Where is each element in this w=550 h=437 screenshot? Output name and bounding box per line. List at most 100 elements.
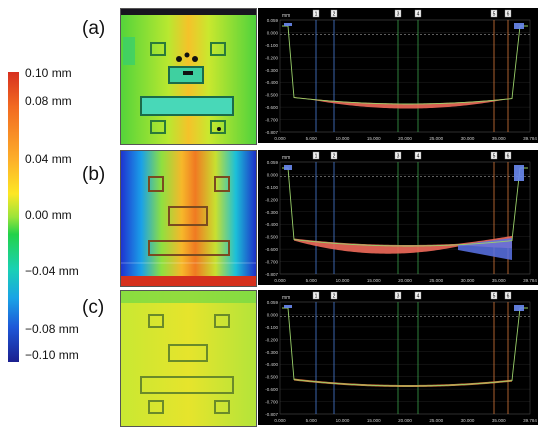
x-tick-label: 10.000 — [336, 136, 350, 141]
x-tick-label: 25.000 — [429, 136, 443, 141]
scale-label-bottom: −0.10 mm — [25, 348, 79, 362]
x-tick-label: 35.000 — [492, 136, 506, 141]
y-tick-label: 0.059 — [267, 18, 279, 23]
section-marker-tag — [504, 151, 512, 160]
x-tick-label: 0.000 — [274, 418, 286, 423]
y-tick-label: -0.807 — [265, 412, 278, 417]
section-marker-label: 6 — [507, 294, 510, 300]
edge-deviation-right — [514, 305, 524, 311]
section-marker-label: 3 — [397, 294, 400, 300]
y-tick-label: -0.807 — [265, 272, 278, 277]
y-tick-label: -0.400 — [265, 222, 278, 227]
section-marker-tag — [414, 9, 422, 18]
x-tick-label: 0.000 — [274, 278, 286, 283]
section-marker-tag — [414, 151, 422, 160]
unit-label: mm — [282, 13, 290, 19]
x-tick-label: 30.000 — [461, 418, 475, 423]
deviation-band — [294, 97, 512, 109]
y-tick-label: 0.000 — [267, 30, 279, 35]
y-tick-label: 0.059 — [267, 300, 279, 305]
section-marker-label: 4 — [417, 294, 420, 300]
scale-label: −0.04 mm — [25, 264, 79, 278]
y-tick-label: -0.500 — [265, 93, 278, 98]
scale-label: −0.08 mm — [25, 322, 79, 336]
y-tick-label: 0.000 — [267, 312, 279, 317]
section-marker-label: 3 — [397, 12, 400, 18]
y-tick-label: -0.600 — [265, 387, 278, 392]
y-tick-label: -0.807 — [265, 130, 278, 135]
section-marker-label: 6 — [507, 154, 510, 160]
plot-frame — [279, 301, 531, 415]
unit-label: mm — [282, 155, 290, 161]
y-tick-label: -0.400 — [265, 362, 278, 367]
section-marker-label: 2 — [333, 294, 336, 300]
x-tick-label: 35.000 — [492, 278, 506, 283]
section-marker-tag — [414, 291, 422, 300]
y-tick-label: -0.400 — [265, 80, 278, 85]
section-marker-label: 3 — [397, 154, 400, 160]
profile-plot-c: mm 0.059 0.000 -0.100 -0.200 -0.300 -0.400 -0.5… — [258, 290, 538, 425]
section-marker-tag — [394, 291, 402, 300]
section-marker-tag — [504, 291, 512, 300]
y-tick-label: -0.600 — [265, 105, 278, 110]
edge-deviation-right — [514, 165, 524, 181]
section-marker-label: 4 — [417, 12, 420, 18]
section-marker-tag — [504, 9, 512, 18]
scale-label: 0.04 mm — [25, 152, 72, 166]
x-tick-label: 20.000 — [398, 418, 412, 423]
y-tick-label: -0.200 — [265, 337, 278, 342]
x-tick-label: 30.000 — [461, 136, 475, 141]
edge-deviation-right — [514, 23, 524, 29]
surface-profile-line — [282, 25, 528, 105]
section-marker-label: 4 — [417, 154, 420, 160]
x-tick-label: 20.000 — [398, 136, 412, 141]
section-marker-label: 2 — [333, 12, 336, 18]
y-tick-label: -0.100 — [265, 43, 278, 48]
section-marker-tag — [312, 9, 320, 18]
section-marker-tag — [330, 9, 338, 18]
edge-deviation-left — [284, 305, 292, 308]
section-marker-tag — [330, 291, 338, 300]
deviation-map-b — [120, 150, 257, 287]
x-tick-label: 39.784 — [523, 136, 537, 141]
y-tick-label: -0.200 — [265, 197, 278, 202]
unit-label: mm — [282, 295, 290, 301]
x-tick-label: 5.000 — [306, 278, 318, 283]
section-marker-label: 1 — [315, 294, 318, 300]
panel-label-a: (a) — [82, 18, 106, 39]
scale-label: 0.00 mm — [25, 208, 72, 222]
section-marker-label: 6 — [507, 12, 510, 18]
y-tick-label: -0.700 — [265, 400, 278, 405]
y-tick-label: -0.300 — [265, 210, 278, 215]
section-marker-tag — [312, 151, 320, 160]
section-marker-tag — [394, 151, 402, 160]
section-marker-label: 1 — [315, 154, 318, 160]
profile-plot-b: mm 0.059 0.000 -0.100 -0.200 -0.300 -0.400 -0.5… — [258, 150, 538, 285]
deviation-map-c — [120, 290, 257, 427]
y-tick-label: -0.600 — [265, 247, 278, 252]
x-tick-label: 5.000 — [306, 136, 318, 141]
deviation-band — [294, 235, 512, 254]
x-tick-label: 25.000 — [429, 418, 443, 423]
surface-profile-line — [282, 167, 528, 247]
x-tick-label: 25.000 — [429, 278, 443, 283]
color-scale-bar — [8, 72, 19, 362]
section-marker-tag — [312, 291, 320, 300]
x-tick-label: 15.000 — [367, 418, 381, 423]
y-tick-label: -0.500 — [265, 235, 278, 240]
x-tick-label: 0.000 — [274, 136, 286, 141]
y-tick-label: -0.300 — [265, 68, 278, 73]
section-marker-tag — [490, 291, 498, 300]
section-marker-label: 1 — [315, 12, 318, 18]
section-marker-label: 5 — [493, 294, 496, 300]
x-tick-label: 15.000 — [367, 278, 381, 283]
edge-deviation-left — [284, 23, 292, 26]
x-tick-label: 10.000 — [336, 418, 350, 423]
x-tick-label: 39.784 — [523, 418, 537, 423]
x-tick-label: 15.000 — [367, 136, 381, 141]
edge-deviation-left — [284, 165, 292, 170]
x-tick-label: 5.000 — [306, 418, 318, 423]
panel-label-c: (c) — [82, 297, 105, 318]
section-marker-label: 2 — [333, 154, 336, 160]
section-marker-tag — [330, 151, 338, 160]
